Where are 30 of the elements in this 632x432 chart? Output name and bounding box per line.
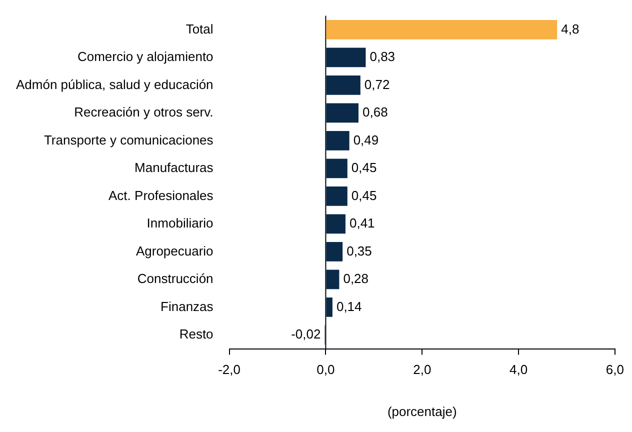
x-tick-label: -2,0 bbox=[218, 362, 240, 378]
y-tick-label: Transporte y comunicaciones bbox=[44, 132, 214, 148]
data-label: 0,41 bbox=[349, 216, 375, 231]
data-label: 0,49 bbox=[353, 132, 379, 148]
x-tick-label: 4,0 bbox=[510, 362, 528, 378]
y-tick-label: Inmobiliario bbox=[146, 216, 214, 231]
y-tick-label: Total bbox=[186, 21, 214, 36]
data-label: 4,8 bbox=[561, 21, 580, 36]
y-tick-label: Recreación y otros serv. bbox=[74, 104, 214, 120]
x-tick-label: 2,0 bbox=[413, 362, 432, 378]
y-tick-label: Finanzas bbox=[160, 298, 214, 314]
data-label: 0,28 bbox=[343, 271, 369, 286]
data-label: -0,02 bbox=[291, 326, 321, 342]
data-label: 0,14 bbox=[336, 298, 362, 314]
data-label: 0,68 bbox=[362, 104, 388, 120]
data-label: 0,45 bbox=[351, 188, 377, 203]
y-tick-label: Construcción bbox=[137, 271, 214, 286]
data-label: 0,83 bbox=[370, 49, 396, 64]
x-tick-label: 0,0 bbox=[316, 362, 335, 378]
y-tick-label: Admón pública, salud y educación bbox=[16, 76, 214, 92]
y-tick-label: Manufacturas bbox=[134, 160, 214, 176]
data-label: 0,72 bbox=[364, 76, 390, 92]
x-tick-label: 6,0 bbox=[606, 362, 624, 378]
y-tick-label: Act. Profesionales bbox=[108, 188, 214, 203]
x-axis-title: (porcentaje) bbox=[387, 404, 457, 419]
y-tick-label: Comercio y alojamiento bbox=[77, 49, 214, 64]
y-tick-label: Agropecuario bbox=[136, 243, 214, 258]
data-label: 0,45 bbox=[351, 160, 377, 176]
data-label: 0,35 bbox=[346, 243, 372, 258]
y-tick-label: Resto bbox=[179, 326, 214, 342]
